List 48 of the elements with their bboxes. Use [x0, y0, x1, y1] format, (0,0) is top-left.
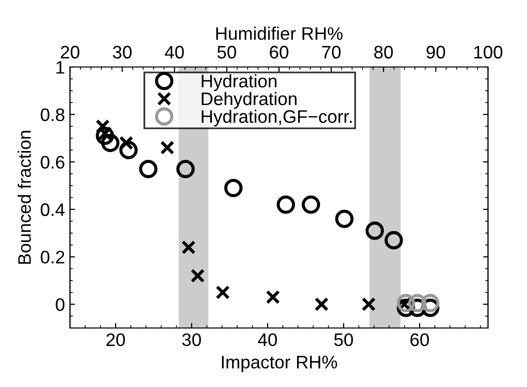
y-axis-title: Bounced fraction [18, 130, 31, 264]
x2-tick-label: 80 [374, 46, 393, 59]
point [335, 210, 354, 228]
x-axis-title: Impactor RH% [222, 356, 338, 372]
legend-label: Hydration,GF−corr. [202, 110, 352, 127]
x-tick-label: 30 [182, 333, 201, 346]
point [96, 119, 110, 134]
point [216, 285, 230, 300]
point [160, 140, 174, 155]
point [96, 126, 114, 145]
point [139, 160, 158, 178]
y-tick-label: 1 [56, 61, 64, 74]
point [276, 195, 296, 214]
point [302, 195, 320, 214]
y-tick-label: 0.6 [40, 156, 64, 169]
x2-tick-label: 20 [60, 46, 80, 59]
point [181, 240, 196, 254]
point [119, 140, 138, 160]
point [266, 290, 280, 304]
x-tick-label: 20 [106, 333, 125, 346]
x-tick-label: 50 [334, 333, 353, 346]
x-tick-label: 60 [410, 333, 429, 346]
x2-tick-label: 40 [164, 46, 184, 59]
point [366, 222, 384, 240]
x-tick-label: 40 [258, 333, 277, 346]
point [421, 294, 440, 312]
point [396, 294, 416, 312]
legend-label: Dehydration [202, 92, 296, 109]
y-tick-label: 0.4 [40, 203, 65, 216]
x2-tick-label: 70 [322, 46, 341, 59]
point [101, 134, 120, 152]
point [384, 231, 403, 250]
point [362, 297, 376, 312]
point [176, 160, 195, 178]
y-tick-label: 0.2 [40, 250, 64, 264]
x2-tick-label: 50 [217, 46, 236, 59]
point [224, 178, 243, 198]
x2-axis-title: Humidifier RH% [216, 26, 343, 40]
point [314, 297, 329, 312]
y-tick-label: 0.8 [40, 108, 64, 122]
x2-tick-label: 30 [112, 46, 132, 59]
point [408, 294, 426, 312]
y-tick-label: 0 [56, 298, 64, 311]
x2-tick-label: 60 [270, 46, 288, 59]
legend-label: Hydration [202, 74, 276, 92]
x2-tick-label: 90 [426, 46, 446, 59]
point [190, 268, 205, 283]
x2-tick-label: 100 [474, 46, 502, 59]
